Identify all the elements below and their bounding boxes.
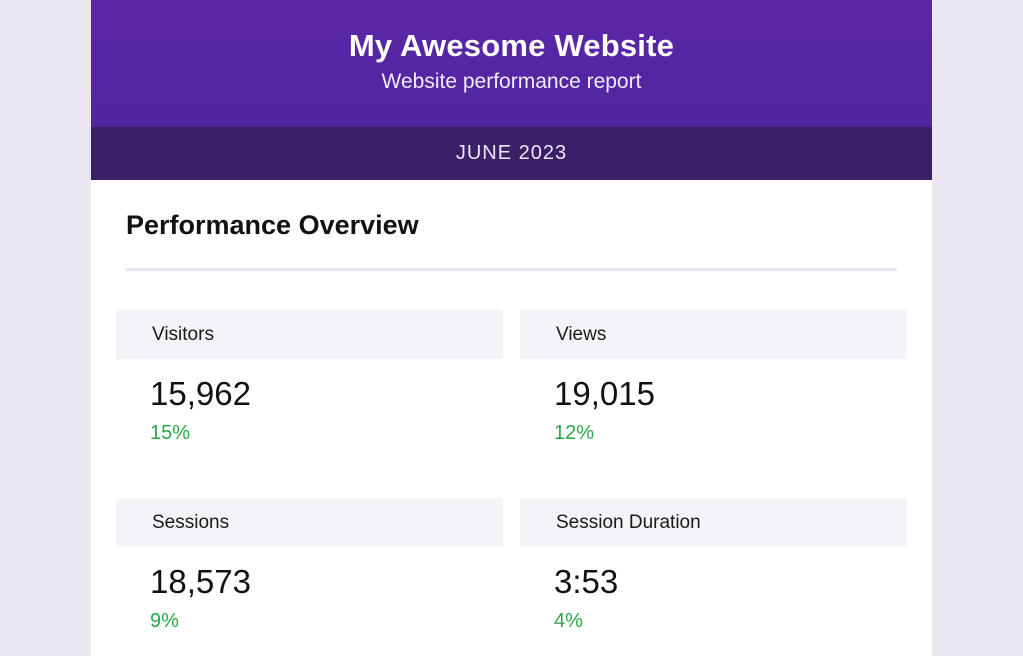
- metric-label: Sessions: [116, 498, 503, 547]
- section-title: Performance Overview: [126, 210, 419, 240]
- metric-value: 18,573: [150, 563, 251, 600]
- site-title: My Awesome Website: [348, 28, 675, 63]
- metric-card-session-duration: Session Duration 3:53 4%: [520, 498, 907, 633]
- metric-change: 12%: [554, 422, 595, 444]
- metric-change: 4%: [554, 610, 583, 632]
- report-month: JUNE 2023: [455, 142, 568, 164]
- metric-label: Views: [520, 310, 907, 359]
- report-subtitle: Website performance report: [381, 70, 642, 93]
- metric-value: 15,962: [150, 375, 251, 412]
- report-month-bar: JUNE 2023: [91, 127, 932, 180]
- metric-change: 9%: [150, 610, 179, 632]
- metric-label: Visitors: [116, 310, 503, 359]
- metric-card-sessions: Sessions 18,573 9%: [116, 498, 503, 633]
- metric-value: 3:53: [554, 563, 619, 600]
- report-page: My Awesome Website Website performance r…: [91, 0, 932, 656]
- metric-label: Session Duration: [520, 498, 907, 547]
- metric-change: 15%: [150, 422, 191, 444]
- section-divider: [126, 268, 897, 271]
- metric-value: 19,015: [554, 375, 655, 412]
- metric-card-visitors: Visitors 15,962 15%: [116, 310, 503, 445]
- report-header: My Awesome Website Website performance r…: [91, 0, 932, 127]
- metric-card-views: Views 19,015 12%: [520, 310, 907, 445]
